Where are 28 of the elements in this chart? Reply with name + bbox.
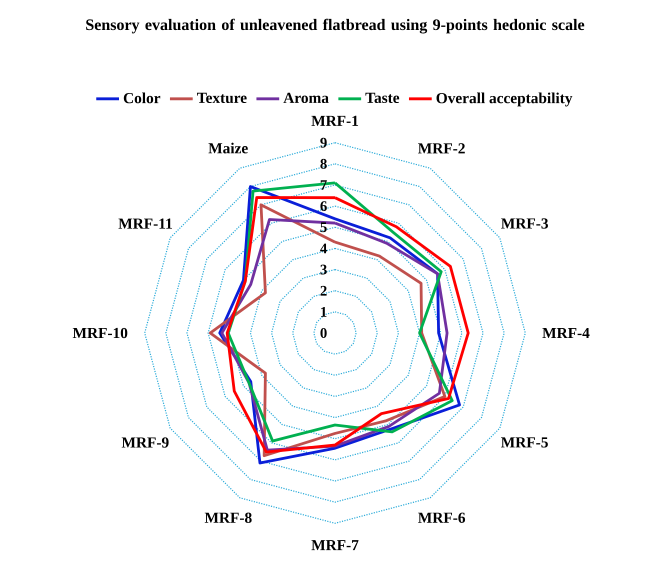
spoke-label: MRF-3 — [501, 218, 548, 229]
y-tick-label: 3 — [320, 264, 327, 274]
spoke-label: MRF-8 — [204, 512, 252, 523]
spoke-label: MRF-7 — [311, 540, 358, 550]
spoke-label: MRF-11 — [118, 218, 172, 229]
spoke-label: MRF-9 — [122, 437, 169, 448]
spoke-label: MRF-6 — [418, 512, 466, 523]
y-tick-label: 1 — [321, 307, 326, 317]
spoke-label: MRF-4 — [542, 328, 590, 338]
chart-title: Sensory evaluation of unleavened flatbread using 9-points hedonic scale — [86, 18, 584, 34]
y-tick-label: 9 — [320, 138, 327, 148]
spoke-label: MRF-5 — [501, 437, 548, 448]
legend-label: Overall acceptability — [436, 92, 572, 106]
y-tick-label: 8 — [320, 158, 327, 169]
y-tick-label: 2 — [320, 286, 327, 296]
legend-label: Color — [124, 92, 160, 104]
legend-label: Taste — [365, 92, 400, 103]
y-tick-label: 7 — [320, 180, 327, 190]
y-tick-label: 4 — [320, 244, 327, 254]
spoke-label: Maize — [208, 142, 248, 154]
y-tick-label: 0 — [320, 328, 327, 338]
spoke-label: MRF-1 — [311, 116, 358, 126]
spoke-label: MRF-10 — [72, 328, 128, 338]
legend-label: Texture — [197, 92, 247, 104]
legend-label: Aroma — [283, 92, 329, 104]
spoke-label: MRF-2 — [418, 143, 465, 154]
y-tick-label: 6 — [320, 201, 327, 212]
y-tick-label: 5 — [320, 222, 327, 232]
